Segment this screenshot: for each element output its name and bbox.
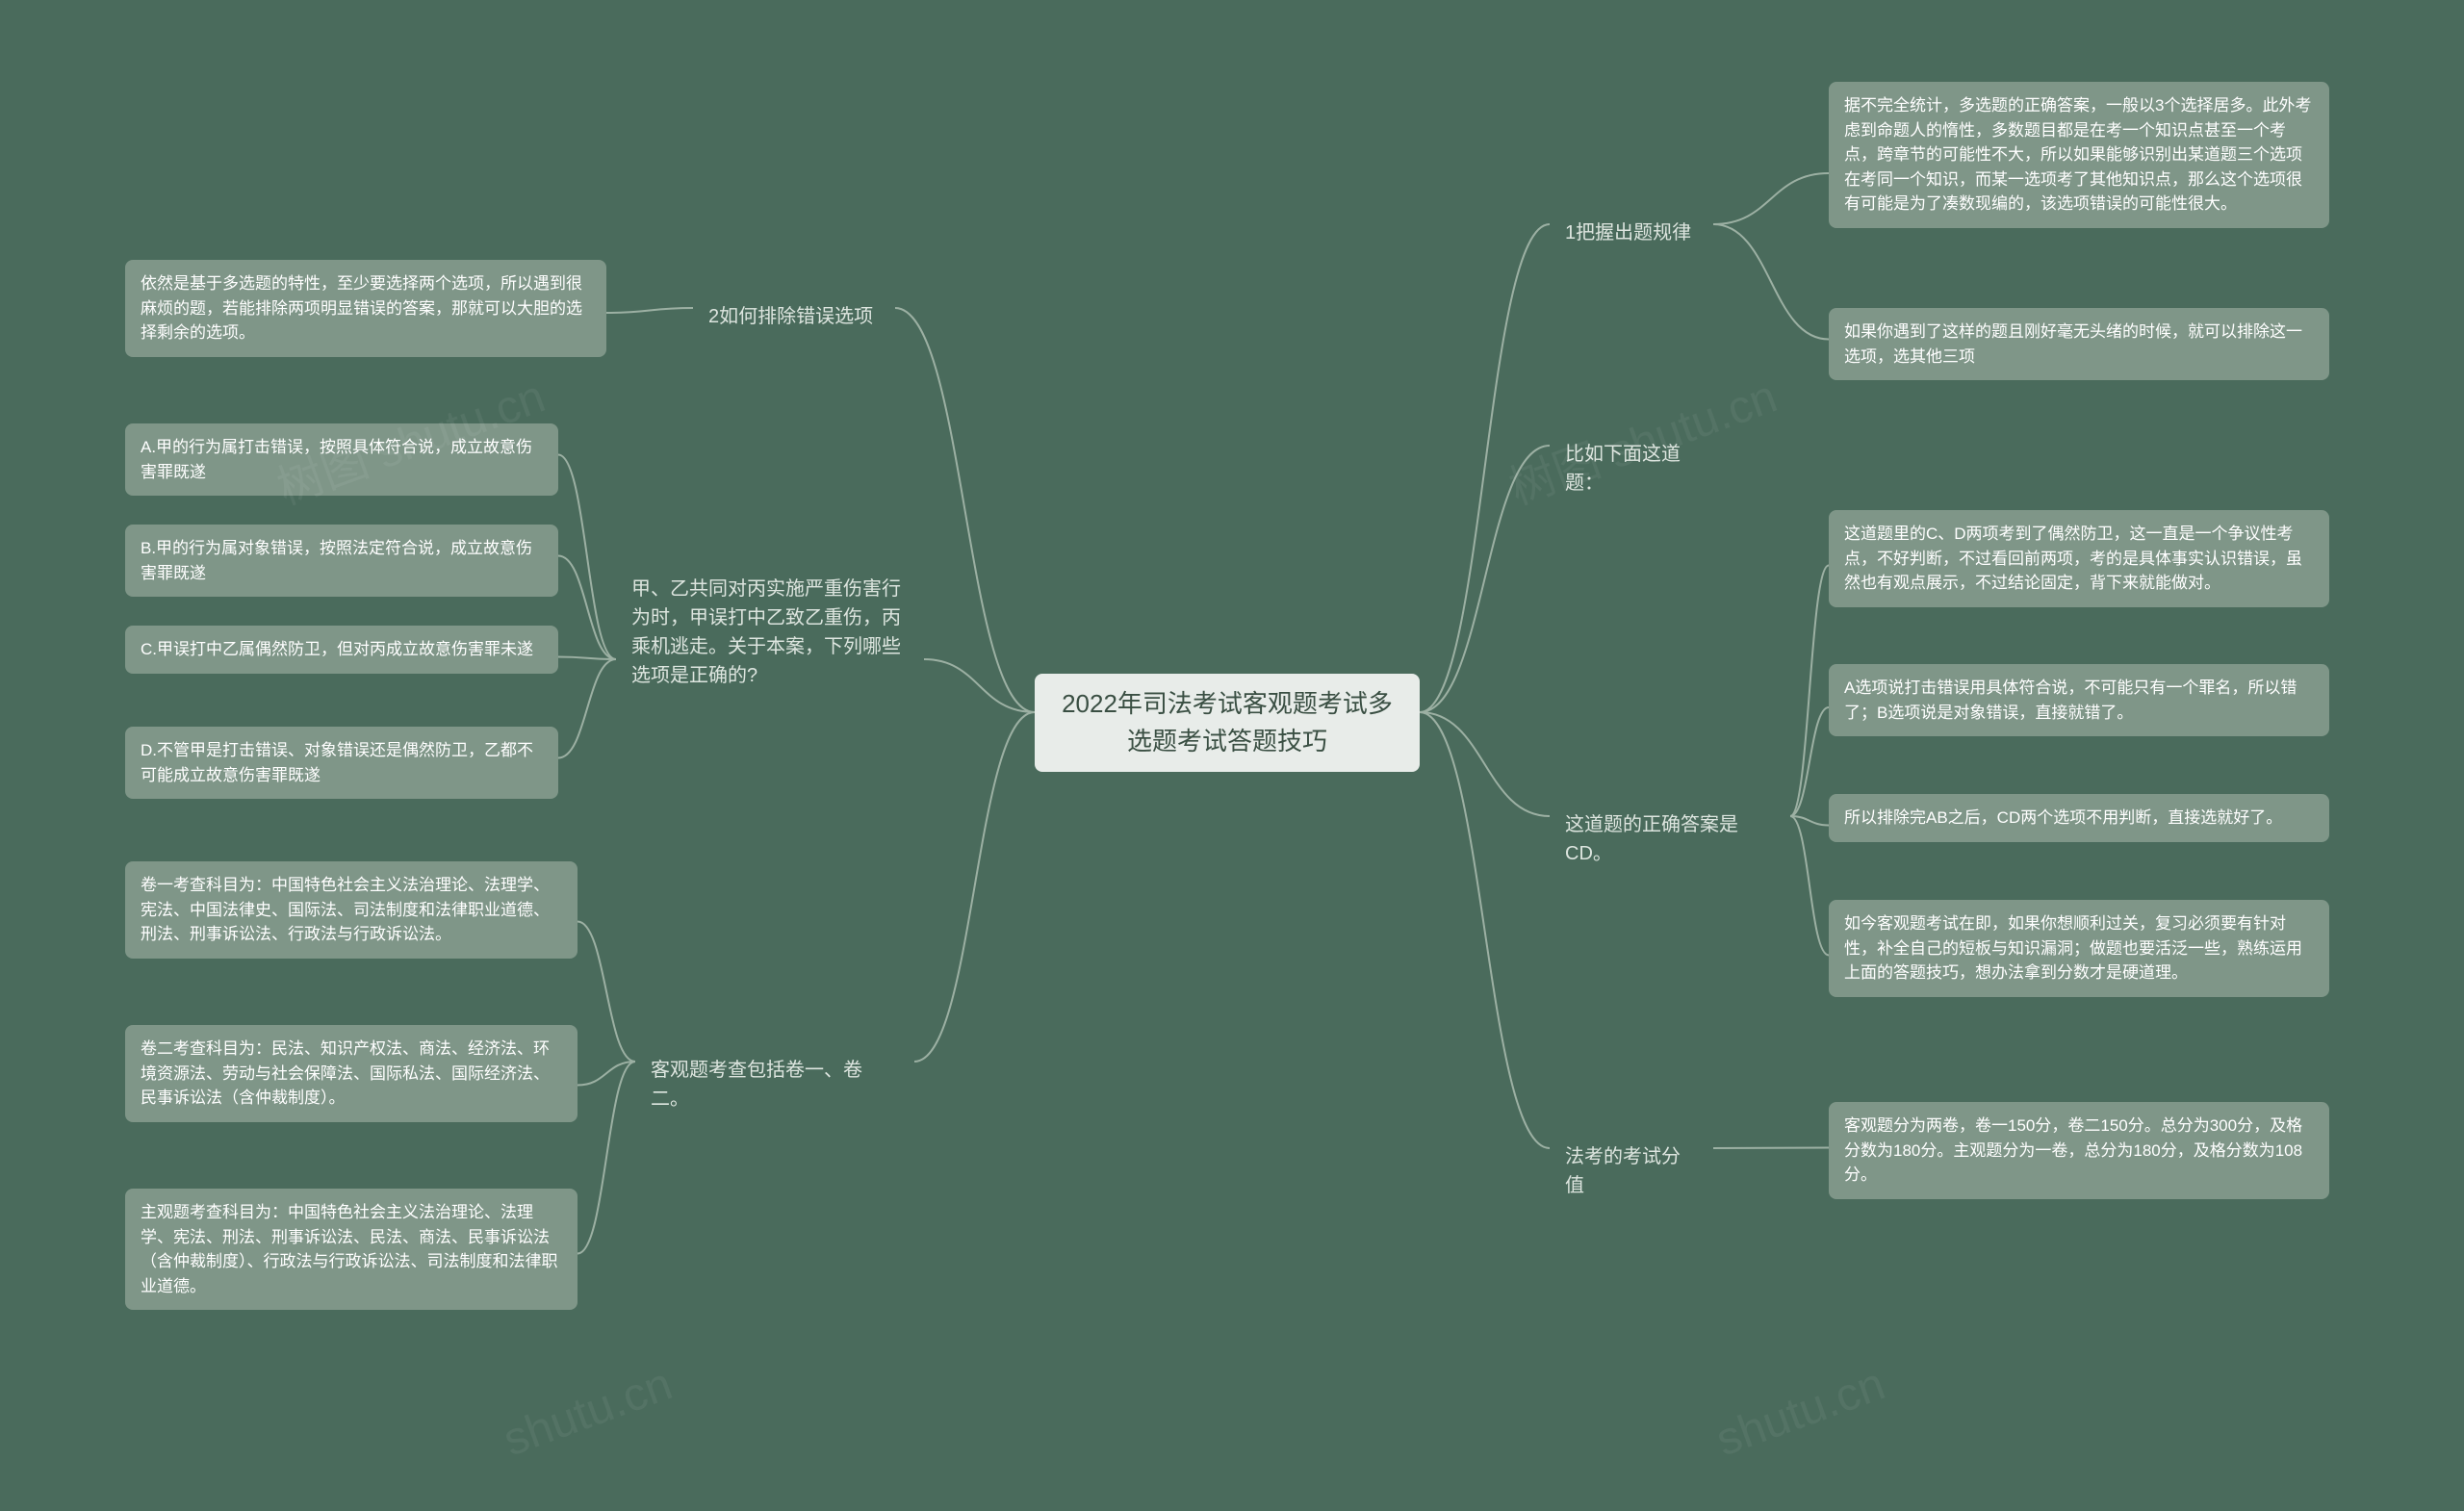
leaf-right-0-0: 据不完全统计，多选题的正确答案，一般以3个选择居多。此外考虑到命题人的惰性，多数… <box>1829 82 2329 228</box>
leaf-left-0-0: 依然是基于多选题的特性，至少要选择两个选项，所以遇到很麻烦的题，若能排除两项明显… <box>125 260 606 357</box>
leaf-right-2-2: 所以排除完AB之后，CD两个选项不用判断，直接选就好了。 <box>1829 794 2329 842</box>
branch-left-1: 甲、乙共同对丙实施严重伤害行为时，甲误打中乙致乙重伤，丙乘机逃走。关于本案，下列… <box>616 563 924 702</box>
branch-right-2: 这道题的正确答案是CD。 <box>1550 799 1790 880</box>
leaf-right-2-3: 如今客观题考试在即，如果你想顺利过关，复习必须要有针对性，补全自己的短板与知识漏… <box>1829 900 2329 997</box>
leaf-right-0-1: 如果你遇到了这样的题且刚好毫无头绪的时候，就可以排除这一选项，选其他三项 <box>1829 308 2329 380</box>
leaf-left-1-0: A.甲的行为属打击错误，按照具体符合说，成立故意伤害罪既遂 <box>125 423 558 496</box>
leaf-left-1-2: C.甲误打中乙属偶然防卫，但对丙成立故意伤害罪未遂 <box>125 626 558 674</box>
center-node: 2022年司法考试客观题考试多选题考试答题技巧 <box>1035 674 1420 772</box>
leaf-right-2-0: 这道题里的C、D两项考到了偶然防卫，这一直是一个争议性考点，不好判断，不过看回前… <box>1829 510 2329 607</box>
branch-right-1: 比如下面这道题： <box>1550 428 1732 509</box>
leaf-left-1-3: D.不管甲是打击错误、对象错误还是偶然防卫，乙都不可能成立故意伤害罪既遂 <box>125 727 558 799</box>
branch-right-0: 1把握出题规律 <box>1550 207 1713 259</box>
leaf-right-2-1: A选项说打击错误用具体符合说，不可能只有一个罪名，所以错了；B选项说是对象错误，… <box>1829 664 2329 736</box>
branch-left-0: 2如何排除错误选项 <box>693 291 895 343</box>
leaf-left-2-1: 卷二考查科目为：民法、知识产权法、商法、经济法、环境资源法、劳动与社会保障法、国… <box>125 1025 578 1122</box>
leaf-left-2-0: 卷一考查科目为：中国特色社会主义法治理论、法理学、宪法、中国法律史、国际法、司法… <box>125 861 578 959</box>
branch-left-2: 客观题考查包括卷一、卷二。 <box>635 1044 914 1125</box>
leaf-left-1-1: B.甲的行为属对象错误，按照法定符合说，成立故意伤害罪既遂 <box>125 525 558 597</box>
watermark: shutu.cn <box>497 1358 679 1468</box>
watermark: shutu.cn <box>1709 1358 1891 1468</box>
leaf-left-2-2: 主观题考查科目为：中国特色社会主义法治理论、法理学、宪法、刑法、刑事诉讼法、民法… <box>125 1189 578 1310</box>
leaf-right-3-0: 客观题分为两卷，卷一150分，卷二150分。总分为300分，及格分数为180分。… <box>1829 1102 2329 1199</box>
branch-right-3: 法考的考试分值 <box>1550 1131 1713 1212</box>
